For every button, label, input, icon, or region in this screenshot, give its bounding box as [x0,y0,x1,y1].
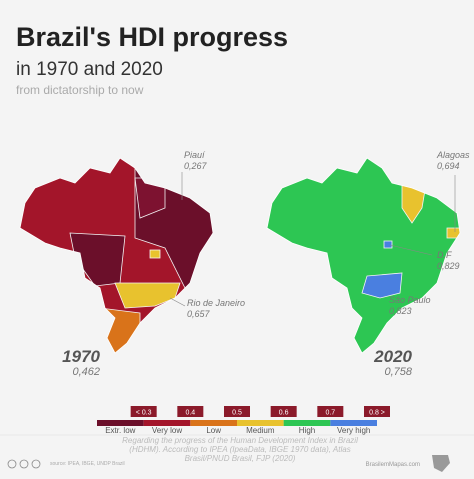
annotation-label: Alagoas [436,150,470,160]
annotation-value: 0,823 [389,306,412,316]
legend-tick-box [130,406,157,417]
legend-label: High [299,426,315,435]
legend-tick: 0.5 [232,410,242,417]
legend-tick: < 0.3 [136,410,152,417]
footer-source: source: IPEA, IBGE, UNDP Brazil [50,461,125,467]
logo [432,455,450,472]
legend-label: Medium [246,426,275,435]
legend-tick-box [364,406,390,417]
map-hdi: 0,462 [72,366,100,378]
legend-swatch [97,420,144,426]
footer-note: Regarding the progress of the Human Deve… [122,436,358,463]
footer-site: BrasilemMapas.com [366,462,420,468]
legend-tick: 0.7 [325,410,335,417]
legend-tick-box [177,406,204,417]
legend-swatch [283,420,331,426]
legend-tick-box [317,406,344,417]
legend-label: Very low [152,426,182,435]
annotation-value: 0,657 [187,309,211,319]
icons [7,459,41,469]
title: Brazil's HDI progress [16,22,288,52]
legend-tick: 0.8 > [369,410,385,417]
map-hdi: 0,758 [384,366,412,378]
annotation-label: D.F [437,250,452,260]
legend: < 0.3 Extr. low 0.4 Very low 0.5 Low 0.6 Medium… [97,406,390,435]
annotation-label: Rio de Janeiro [187,298,245,308]
legend-tick-box [224,406,250,417]
legend-swatch [143,420,191,426]
legend-tick: 0.4 [185,410,195,417]
legend-swatch [237,420,284,426]
legend-tick-box [270,406,297,417]
legend-swatch [330,420,377,426]
legend-tick: 0.6 [279,410,289,417]
annotation-value: 0,694 [437,161,460,171]
legend-swatch [190,420,237,426]
map-year: 2020 [373,347,412,366]
annotation-label: São Paulo [389,295,431,305]
legend-label: Low [206,426,221,435]
legend-label: Extr. low [105,426,135,435]
map-year: 1970 [62,347,100,366]
legend-label: Very high [337,426,370,435]
annotation-label: Piauí [184,150,206,160]
tagline: from dictatorship to now [16,83,144,97]
subtitle: in 1970 and 2020 [16,59,163,80]
annotation-value: 0,829 [437,261,460,271]
annotation-value: 0,267 [184,161,208,171]
